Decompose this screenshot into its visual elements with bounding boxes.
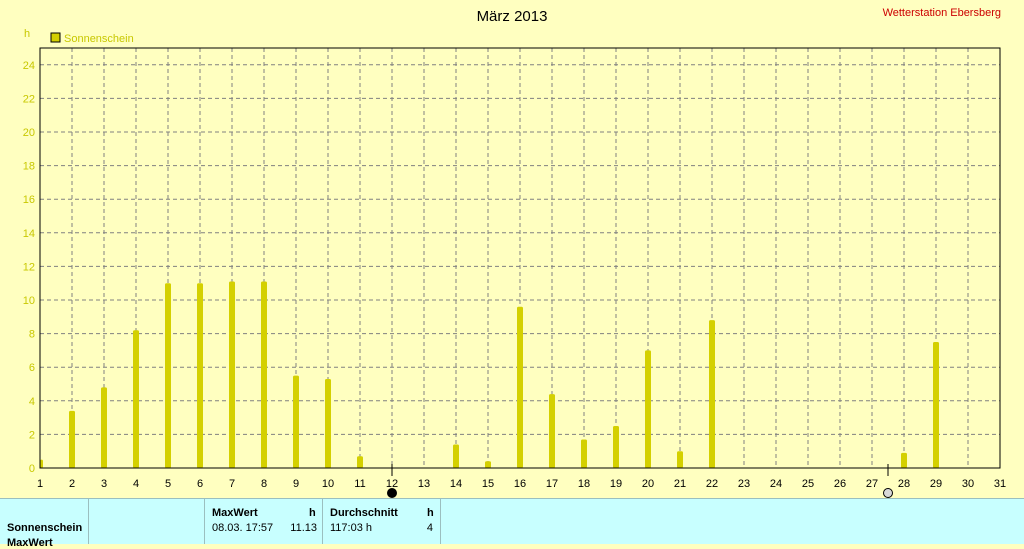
x-tick-label: 13	[418, 478, 430, 490]
x-tick-label: 28	[898, 478, 910, 490]
bar-day-4	[133, 330, 139, 468]
bar-day-20	[645, 350, 651, 468]
new-moon-icon	[387, 488, 397, 498]
stats-max-unit: h	[309, 507, 316, 519]
y-tick-label: 22	[23, 93, 35, 105]
x-tick-label: 4	[133, 478, 139, 490]
bar-day-8	[261, 281, 267, 468]
x-tick-label: 12	[386, 478, 398, 490]
bar-day-18	[581, 439, 587, 468]
y-tick-label: 2	[29, 429, 35, 441]
stats-max-value: 11.13	[290, 522, 317, 534]
y-tick-label: 10	[23, 295, 35, 307]
x-axis-ticks: 1 2 3 4 5 6 7 8 9 10 11 12 13 14 15 16 17 18 19 20 21 22 23 24 2…	[37, 478, 1006, 490]
chart-title: März 2013	[477, 8, 548, 25]
stats-max-column: MaxWert h 08.03. 17:57 11.13	[205, 499, 323, 544]
stats-label-column: Sonnenschein MaxWert	[0, 499, 89, 549]
bar-day-28	[901, 452, 907, 468]
x-tick-label: 20	[642, 478, 654, 490]
chart-area: März 2013 Wetterstation Ebersberg h Sonn…	[23, 7, 1006, 498]
bar-day-29	[933, 342, 939, 468]
x-tick-label: 1	[37, 478, 43, 490]
bar-day-17	[549, 394, 555, 468]
bar-day-9	[293, 375, 299, 468]
stats-spacer-column	[89, 499, 205, 544]
x-tick-label: 14	[450, 478, 462, 490]
x-tick-label: 16	[514, 478, 526, 490]
bar-day-7	[229, 281, 235, 468]
bar-day-6	[197, 283, 203, 468]
bar-day-1	[40, 459, 43, 468]
x-tick-label: 22	[706, 478, 718, 490]
legend-label: Sonnenschein	[64, 33, 134, 45]
bar-day-10	[325, 378, 331, 468]
y-tick-label: 24	[23, 60, 35, 72]
y-tick-label: 8	[29, 329, 35, 341]
x-tick-label: 26	[834, 478, 846, 490]
y-axis-unit: h	[24, 28, 30, 40]
x-tick-label: 17	[546, 478, 558, 490]
x-tick-label: 21	[674, 478, 686, 490]
x-tick-label: 19	[610, 478, 622, 490]
stats-average-column: Durchschnitt h 117:03 h 4	[323, 499, 441, 544]
x-tick-label: 30	[962, 478, 974, 490]
x-tick-label: 24	[770, 478, 782, 490]
plot-frame	[39, 47, 1001, 469]
bar-day-21	[677, 451, 683, 468]
x-tick-label: 23	[738, 478, 750, 490]
x-tick-label: 29	[930, 478, 942, 490]
bar-day-2	[69, 410, 75, 468]
x-tick-label: 15	[482, 478, 494, 490]
x-tick-label: 10	[322, 478, 334, 490]
bar-day-14	[453, 444, 459, 468]
bar-day-11	[357, 456, 363, 468]
x-tick-label: 11	[354, 478, 365, 490]
x-tick-label: 6	[197, 478, 203, 490]
stats-row-label: Sonnenschein	[7, 522, 83, 534]
bar-day-16	[517, 306, 523, 468]
x-tick-label: 8	[261, 478, 267, 490]
legend-swatch	[50, 32, 61, 43]
bar-day-15	[485, 461, 491, 468]
y-tick-label: 18	[23, 161, 35, 173]
stats-row-label-2: MaxWert	[7, 537, 53, 549]
y-tick-label: 16	[23, 194, 35, 206]
x-tick-label: 27	[866, 478, 878, 490]
y-tick-label: 12	[23, 261, 35, 273]
x-tick-label: 25	[802, 478, 814, 490]
stats-max-date: 08.03. 17:57	[212, 522, 274, 534]
x-tick-label: 18	[578, 478, 590, 490]
stats-max-header: MaxWert	[212, 507, 258, 519]
bar-series-sonnenschein	[40, 281, 939, 468]
bar-day-22	[709, 320, 715, 468]
stats-avg-header: Durchschnitt	[330, 507, 398, 519]
moon-phase-markers	[387, 464, 893, 498]
station-name: Wetterstation Ebersberg	[883, 7, 1001, 19]
y-tick-label: 20	[23, 127, 35, 139]
statistics-table: Sonnenschein MaxWert MaxWert h 08.03. 17…	[0, 498, 1024, 549]
stats-avg-unit: h	[427, 507, 434, 519]
full-moon-icon	[883, 488, 893, 498]
bar-day-5	[165, 283, 171, 468]
stats-avg-total: 117:03 h	[330, 522, 373, 534]
x-tick-label: 5	[165, 478, 171, 490]
y-tick-label: 4	[29, 396, 35, 408]
bar-day-19	[613, 426, 619, 468]
bar-day-3	[101, 387, 107, 468]
x-tick-label: 7	[229, 478, 235, 490]
y-tick-label: 14	[23, 228, 35, 240]
y-tick-label: 6	[29, 362, 35, 374]
x-tick-label: 3	[101, 478, 107, 490]
stats-avg-value: 4	[426, 522, 433, 534]
y-tick-label: 0	[29, 463, 35, 475]
x-tick-label: 9	[293, 478, 299, 490]
x-tick-label: 2	[69, 478, 75, 490]
x-tick-label: 31	[994, 478, 1006, 490]
